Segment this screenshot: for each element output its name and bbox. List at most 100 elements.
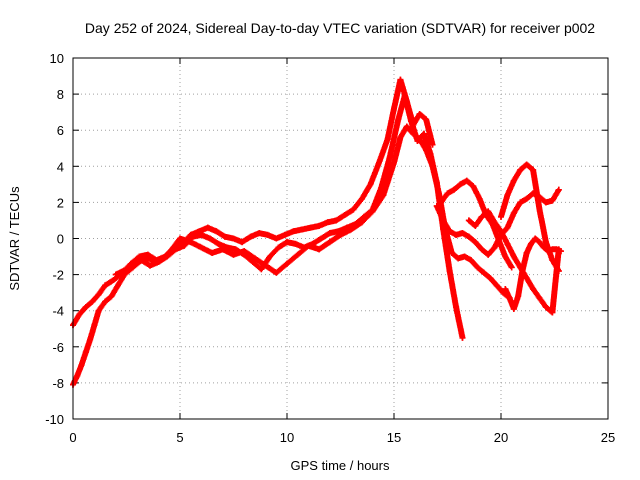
data-point (239, 239, 246, 246)
series-track-e (438, 177, 515, 271)
data-point (510, 253, 517, 260)
x-tick-label: 25 (601, 430, 615, 445)
data-point (391, 159, 397, 166)
data-point (95, 291, 102, 298)
data-point (536, 239, 543, 246)
data-point (251, 255, 258, 262)
data-point (369, 208, 376, 215)
x-tick-label: 20 (494, 430, 508, 445)
data-point (487, 275, 494, 282)
data-point (536, 295, 543, 302)
data-point (510, 210, 517, 217)
data-point (530, 286, 537, 293)
data-point (536, 206, 543, 213)
data-point (82, 349, 89, 356)
data-point (144, 255, 151, 262)
data-point (350, 206, 357, 213)
data-point (316, 222, 323, 229)
data-point (82, 304, 89, 311)
data-point (249, 258, 256, 265)
data-point (542, 199, 549, 206)
data-point (510, 305, 517, 312)
data-point (455, 255, 462, 262)
data-point (262, 262, 269, 269)
data-point (281, 231, 288, 238)
data-point (290, 228, 297, 235)
data-point (478, 246, 485, 253)
data-point (549, 197, 556, 204)
x-tick-label: 0 (69, 430, 76, 445)
data-point (498, 213, 504, 220)
data-point (316, 246, 323, 253)
data-point (410, 130, 417, 137)
data-point (198, 231, 205, 238)
data-point (540, 244, 547, 251)
data-point (493, 282, 500, 289)
data-point (89, 298, 96, 305)
data-point (307, 224, 314, 231)
series-track-c (112, 123, 513, 302)
data-point (147, 262, 154, 269)
y-tick-label: 6 (57, 123, 64, 138)
data-point (423, 116, 430, 123)
data-point (549, 257, 556, 264)
data-point (213, 228, 220, 235)
tick-layer: 0 5 10 15 20 25 -10 -8 -6 -4 -2 0 2 4 6 8 10 (45, 51, 615, 445)
data-point (459, 334, 466, 341)
data-point (465, 217, 472, 224)
data-point (532, 235, 539, 242)
data-point (123, 266, 130, 273)
series-track-h (502, 235, 564, 312)
data-point (515, 293, 522, 300)
chart-title: Day 252 of 2024, Sidereal Day-to-day VTE… (85, 20, 595, 36)
y-axis-label: SDTVAR / TECUs (7, 186, 22, 291)
data-point (542, 239, 549, 246)
data-point (527, 240, 534, 247)
data-point (508, 264, 515, 271)
data-point (114, 282, 121, 289)
data-point (453, 231, 460, 238)
data-point (204, 224, 211, 231)
data-point (474, 264, 481, 271)
data-point (470, 183, 477, 190)
data-point (517, 199, 524, 206)
data-point (459, 230, 466, 237)
x-axis-label: GPS time / hours (291, 458, 390, 473)
data-point (523, 161, 530, 168)
y-tick-label: 0 (57, 232, 64, 247)
data-point (495, 237, 502, 244)
x-tick-label: 5 (176, 430, 183, 445)
data-point (181, 242, 188, 249)
data-point (298, 226, 305, 233)
data-point (523, 195, 530, 202)
data-point (504, 192, 511, 199)
data-point (401, 92, 408, 99)
data-point (78, 361, 85, 368)
data-point (206, 235, 213, 242)
data-point (502, 253, 509, 260)
data-point (333, 217, 340, 224)
data-point (517, 166, 524, 173)
data-point (408, 118, 415, 125)
data-point (198, 244, 205, 251)
data-point (189, 233, 196, 240)
data-point (557, 248, 564, 255)
data-point (273, 269, 280, 276)
data-point (485, 251, 492, 258)
data-point (110, 277, 117, 284)
data-point (448, 249, 455, 256)
data-point (241, 248, 248, 255)
data-point (502, 286, 509, 293)
data-point (555, 186, 562, 193)
data-point (108, 293, 115, 300)
data-point (134, 258, 141, 265)
data-point (326, 239, 333, 246)
data-point (337, 231, 344, 238)
y-tick-label: -4 (52, 304, 64, 319)
data-point (391, 105, 397, 112)
y-tick-label: 8 (57, 87, 64, 102)
data-point (275, 244, 282, 251)
data-point (472, 239, 479, 246)
data-point (284, 260, 290, 267)
